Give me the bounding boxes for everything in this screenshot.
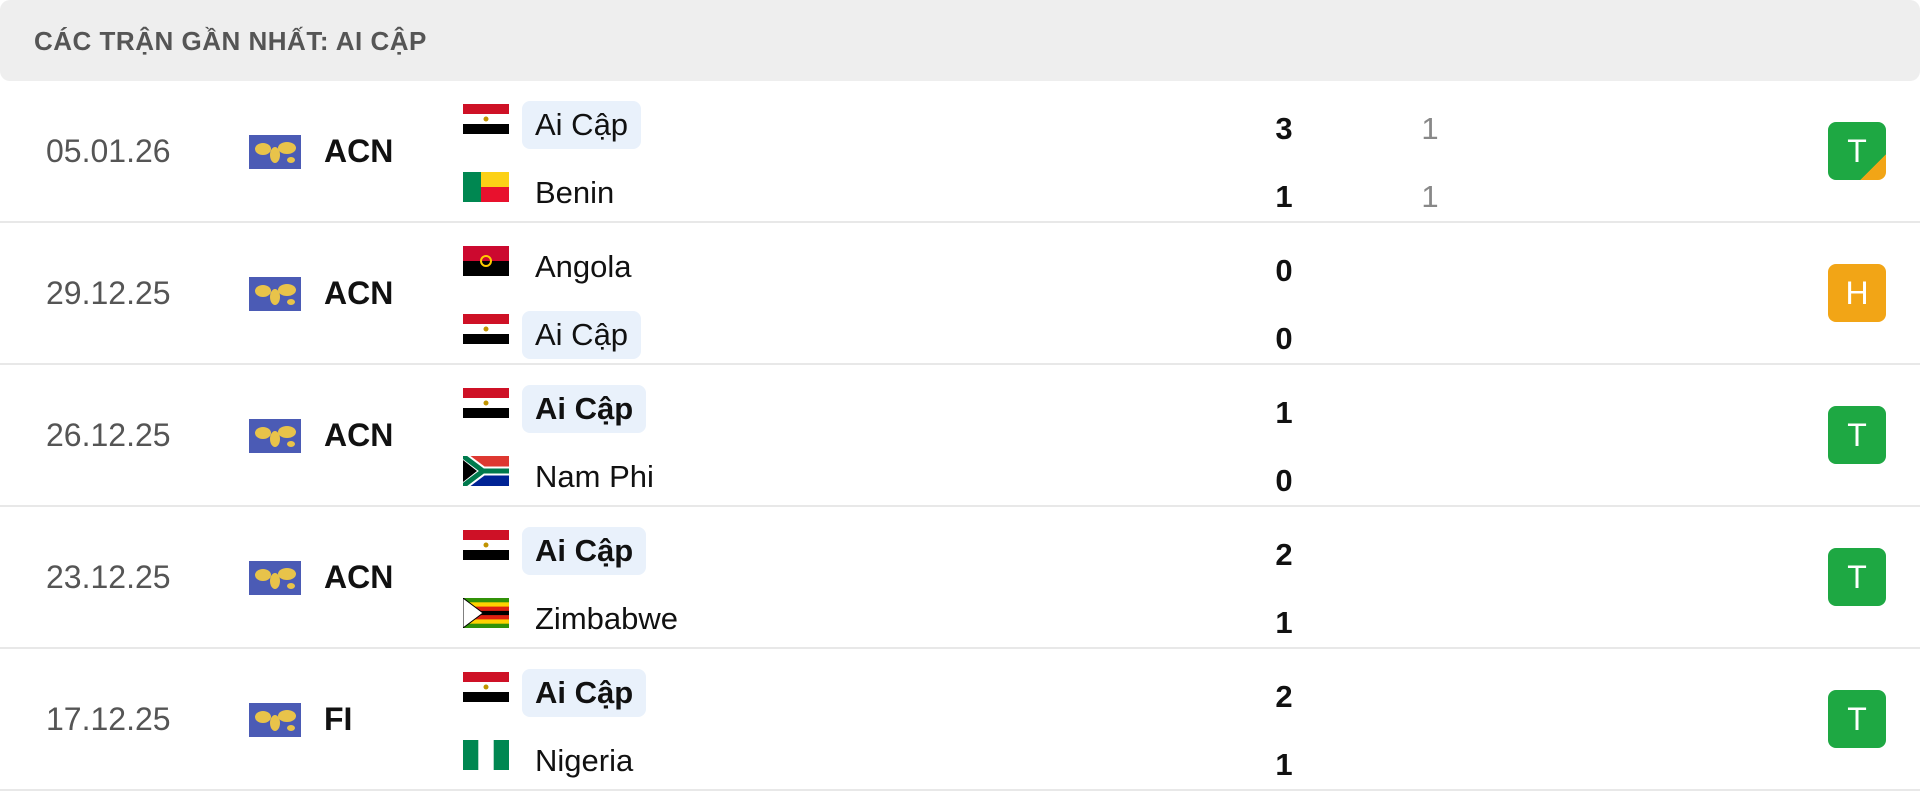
result-badge: T — [1828, 406, 1886, 464]
flag — [463, 456, 509, 486]
date: 23.12.25 — [46, 559, 171, 595]
header: CÁC TRẬN GẦN NHẤT: AI CẬP — [0, 0, 1920, 81]
competition-icon — [249, 561, 301, 595]
away-extra: 1 — [1421, 179, 1439, 214]
flag — [463, 314, 509, 344]
date: 26.12.25 — [46, 417, 171, 453]
date: 05.01.26 — [46, 133, 171, 169]
flag — [463, 246, 509, 276]
header-title: CÁC TRẬN GẦN NHẤT: AI CẬP — [34, 26, 427, 56]
home-extra: 1 — [1421, 111, 1439, 146]
away-score: 0 — [1275, 321, 1293, 356]
away-score: 0 — [1275, 463, 1293, 498]
competition: ACN — [324, 559, 394, 595]
home-team: Angola — [535, 249, 632, 284]
home-score: 3 — [1275, 111, 1293, 146]
away-team: Nam Phi — [535, 459, 654, 494]
home-score: 2 — [1275, 537, 1293, 572]
home-score: 2 — [1275, 679, 1293, 714]
date: 29.12.25 — [46, 275, 171, 311]
away-score: 1 — [1275, 179, 1293, 214]
home-team: Ai Cập — [522, 101, 642, 149]
result-badge: H — [1828, 264, 1886, 322]
competition-icon — [249, 277, 301, 311]
away-team: Benin — [535, 175, 615, 210]
away-score: 1 — [1275, 747, 1293, 782]
competition-icon — [249, 135, 301, 169]
competition-icon — [249, 703, 301, 737]
match-row[interactable]: 17.12.25 FI Ai Cập Nigeria 2 1 T — [0, 649, 1920, 791]
result-badge: T — [1828, 690, 1886, 748]
away-score: 1 — [1275, 605, 1293, 640]
flag — [463, 104, 509, 134]
flag — [463, 388, 509, 418]
result-badge: T — [1828, 122, 1886, 180]
home-score: 1 — [1275, 395, 1293, 430]
result-badge: T — [1828, 548, 1886, 606]
home-team: Ai Cập — [522, 385, 647, 433]
competition: ACN — [324, 417, 394, 453]
home-team: Ai Cập — [522, 527, 647, 575]
flag — [463, 740, 509, 770]
away-team: Zimbabwe — [535, 601, 678, 636]
match-row[interactable]: 05.01.26 ACN Ai Cập Benin 3 1 1 1 T — [0, 81, 1920, 223]
competition: ACN — [324, 133, 394, 169]
flag — [463, 530, 509, 560]
competition: ACN — [324, 275, 394, 311]
flag — [463, 672, 509, 702]
flag — [463, 172, 509, 202]
away-team: Nigeria — [535, 743, 634, 778]
competition: FI — [324, 701, 353, 737]
home-team: Ai Cập — [522, 669, 647, 717]
competition-icon — [249, 419, 301, 453]
match-row[interactable]: 26.12.25 ACN Ai Cập Nam Phi 1 0 T — [0, 365, 1920, 507]
match-row[interactable]: 23.12.25 ACN Ai Cập Zimbabwe 2 1 T — [0, 507, 1920, 649]
date: 17.12.25 — [46, 701, 171, 737]
home-score: 0 — [1275, 253, 1293, 288]
flag — [463, 598, 509, 628]
match-row[interactable]: 29.12.25 ACN Angola Ai Cập 0 0 H — [0, 223, 1920, 365]
away-team: Ai Cập — [522, 311, 642, 359]
